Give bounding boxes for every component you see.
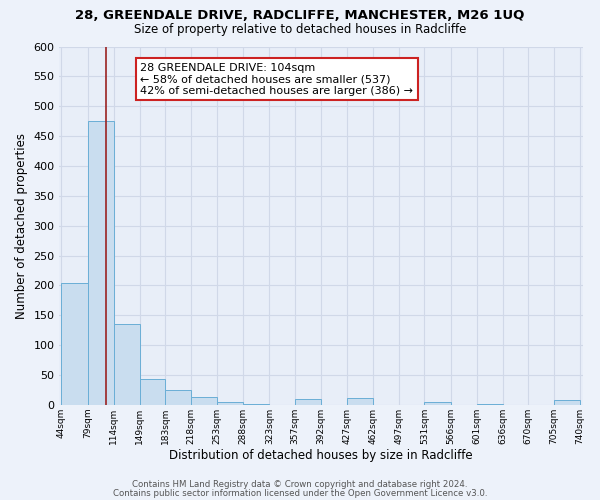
Text: Contains public sector information licensed under the Open Government Licence v3: Contains public sector information licen… <box>113 488 487 498</box>
Bar <box>88 120 113 405</box>
Bar <box>165 390 191 405</box>
Text: Size of property relative to detached houses in Radcliffe: Size of property relative to detached ho… <box>134 22 466 36</box>
Y-axis label: Number of detached properties: Number of detached properties <box>15 132 28 318</box>
Bar <box>295 400 321 405</box>
Bar <box>554 400 580 405</box>
Bar <box>191 397 217 405</box>
Bar <box>113 324 140 405</box>
Bar <box>424 402 451 405</box>
Text: Contains HM Land Registry data © Crown copyright and database right 2024.: Contains HM Land Registry data © Crown c… <box>132 480 468 489</box>
Bar <box>140 379 165 405</box>
Text: 28, GREENDALE DRIVE, RADCLIFFE, MANCHESTER, M26 1UQ: 28, GREENDALE DRIVE, RADCLIFFE, MANCHEST… <box>76 9 524 22</box>
Bar <box>476 404 503 405</box>
Text: 28 GREENDALE DRIVE: 104sqm
← 58% of detached houses are smaller (537)
42% of sem: 28 GREENDALE DRIVE: 104sqm ← 58% of deta… <box>140 62 413 96</box>
Bar <box>347 398 373 405</box>
Bar <box>244 404 269 405</box>
X-axis label: Distribution of detached houses by size in Radcliffe: Distribution of detached houses by size … <box>169 450 473 462</box>
Bar <box>217 402 244 405</box>
Bar <box>61 283 88 405</box>
